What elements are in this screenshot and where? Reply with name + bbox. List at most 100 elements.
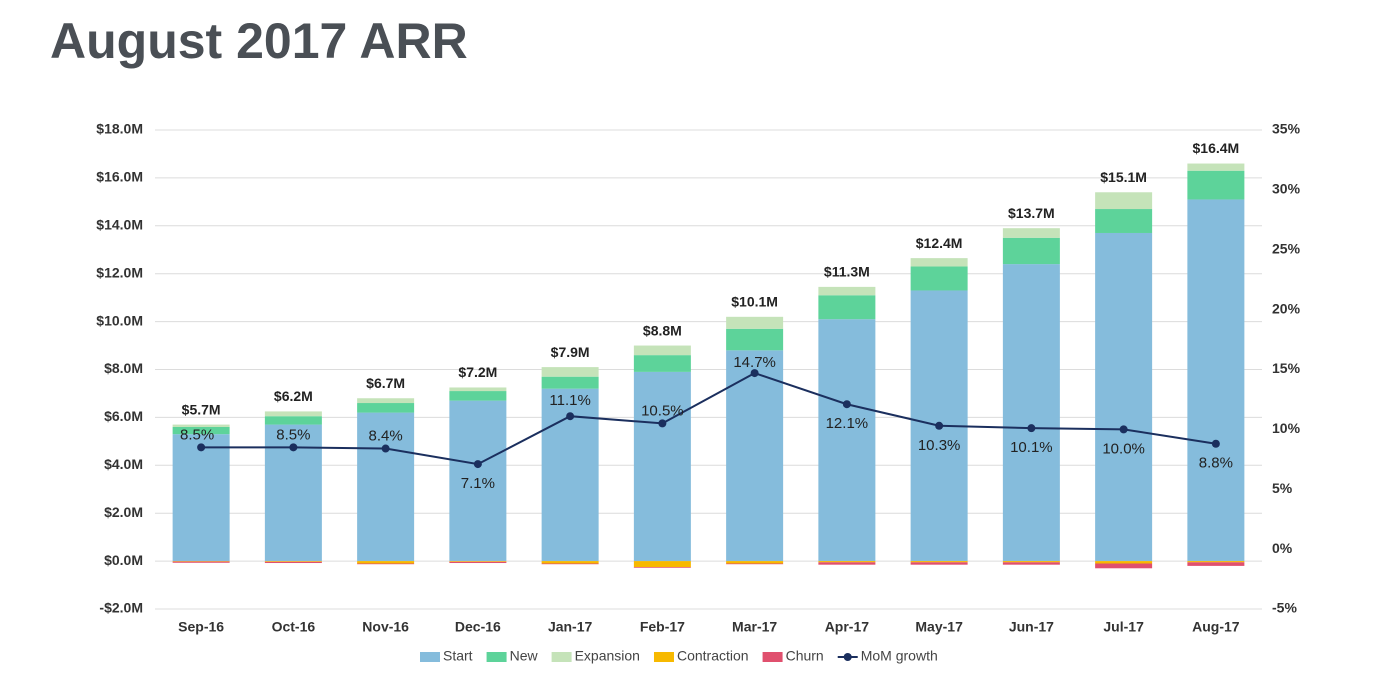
y2-tick-label: 15% xyxy=(1272,360,1301,376)
y-tick-label: $14.0M xyxy=(96,217,143,233)
legend-label: Start xyxy=(443,648,473,664)
legend-swatch xyxy=(420,652,440,662)
bar-segment xyxy=(357,412,415,562)
growth-label: 11.1% xyxy=(549,392,590,409)
x-tick-label: Dec-16 xyxy=(455,619,501,635)
growth-point xyxy=(473,460,482,469)
bar-segment xyxy=(1002,264,1060,562)
bar-segment xyxy=(910,258,968,267)
growth-point xyxy=(1119,425,1128,434)
y-tick-label: $0.0M xyxy=(104,552,143,568)
bar-segment xyxy=(633,345,691,356)
y-tick-label: $2.0M xyxy=(104,504,143,520)
total-label: $10.1M xyxy=(731,294,778,310)
y-tick-label: $4.0M xyxy=(104,456,143,472)
bar-segment xyxy=(726,350,784,562)
bar-segment xyxy=(1187,561,1245,563)
bar-segment xyxy=(633,567,691,568)
growth-label: 8.5% xyxy=(180,426,214,443)
x-tick-label: Nov-16 xyxy=(362,619,409,635)
y-tick-label: $10.0M xyxy=(96,312,143,328)
growth-label: 8.4% xyxy=(369,428,403,445)
bar-segment xyxy=(1095,563,1153,569)
bar-segment xyxy=(1187,170,1245,200)
y-tick-label: $8.0M xyxy=(104,360,143,376)
y2-tick-label: 20% xyxy=(1272,300,1301,316)
y-tick-label: $12.0M xyxy=(96,264,143,280)
bar-segment xyxy=(357,561,415,564)
growth-label: 12.1% xyxy=(826,415,869,432)
x-tick-label: Oct-16 xyxy=(272,619,316,635)
total-label: $11.3M xyxy=(824,264,870,280)
total-label: $5.7M xyxy=(182,401,221,417)
growth-point xyxy=(289,443,298,452)
bar-segment xyxy=(633,371,691,562)
y2-tick-label: 10% xyxy=(1272,420,1301,436)
bar-segment xyxy=(357,563,415,565)
bar-segment xyxy=(172,426,230,435)
x-tick-label: Jul-17 xyxy=(1103,619,1144,635)
bar-segment xyxy=(449,391,507,401)
bar-segment xyxy=(357,403,415,413)
total-label: $7.9M xyxy=(551,344,590,360)
growth-point xyxy=(658,419,667,428)
growth-label: 10.1% xyxy=(1010,439,1053,456)
growth-label: 10.5% xyxy=(641,402,684,419)
x-tick-label: Aug-17 xyxy=(1192,619,1240,635)
x-tick-label: Sep-16 xyxy=(178,619,224,635)
bar-segment xyxy=(449,561,507,564)
bar-segment xyxy=(726,328,784,351)
bar-segment xyxy=(264,411,322,417)
total-label: $7.2M xyxy=(458,364,497,380)
bar-segment xyxy=(726,563,784,565)
legend-label: Churn xyxy=(786,648,824,664)
y-tick-label: $6.0M xyxy=(104,408,143,424)
bar-segment xyxy=(1187,562,1245,566)
legend-swatch xyxy=(486,652,507,662)
x-tick-label: Feb-17 xyxy=(640,619,685,635)
bar-segment xyxy=(1002,561,1060,563)
total-label: $6.2M xyxy=(274,388,313,404)
growth-point xyxy=(935,421,944,430)
total-label: $8.8M xyxy=(643,322,682,338)
bar-segment xyxy=(818,561,876,563)
x-tick-label: May-17 xyxy=(915,619,963,635)
bar-segment xyxy=(357,398,415,404)
bar-segment xyxy=(818,286,876,296)
bar-segment xyxy=(633,355,691,372)
bar-segment xyxy=(1095,232,1153,562)
chart-title: August 2017 ARR xyxy=(50,13,468,69)
bar-segment xyxy=(172,424,230,427)
growth-label: 8.8% xyxy=(1199,455,1233,472)
bar-segment xyxy=(633,561,691,568)
growth-point xyxy=(381,444,390,453)
y-tick-label: $18.0M xyxy=(96,121,143,137)
bar-segment xyxy=(264,561,322,564)
y2-tick-label: 5% xyxy=(1272,480,1293,496)
growth-label: 10.3% xyxy=(918,437,961,454)
growth-label: 8.5% xyxy=(276,426,310,443)
growth-point xyxy=(566,412,575,421)
bar-segment xyxy=(1095,192,1153,210)
x-tick-label: Apr-17 xyxy=(825,619,870,635)
bar-segment xyxy=(449,400,507,562)
legend-swatch xyxy=(551,652,572,662)
legend-label: Contraction xyxy=(677,648,749,664)
total-label: $12.4M xyxy=(916,235,963,251)
bar-segment xyxy=(449,561,507,562)
legend-label: Expansion xyxy=(575,648,640,664)
y2-tick-label: -5% xyxy=(1272,600,1297,616)
bar-segment xyxy=(1002,228,1060,238)
bar-segment xyxy=(1002,237,1060,265)
bar-segment xyxy=(726,561,784,564)
bar-segment xyxy=(541,376,599,389)
bar-segment xyxy=(1002,562,1060,565)
x-tick-label: Jan-17 xyxy=(548,619,593,635)
legend-dot xyxy=(843,653,852,661)
legend-label: MoM growth xyxy=(861,648,938,664)
bar-segment xyxy=(818,562,876,565)
bar-segment xyxy=(910,562,968,565)
growth-point xyxy=(750,369,759,378)
y2-tick-label: 35% xyxy=(1272,121,1301,137)
legend-swatch xyxy=(653,652,674,662)
